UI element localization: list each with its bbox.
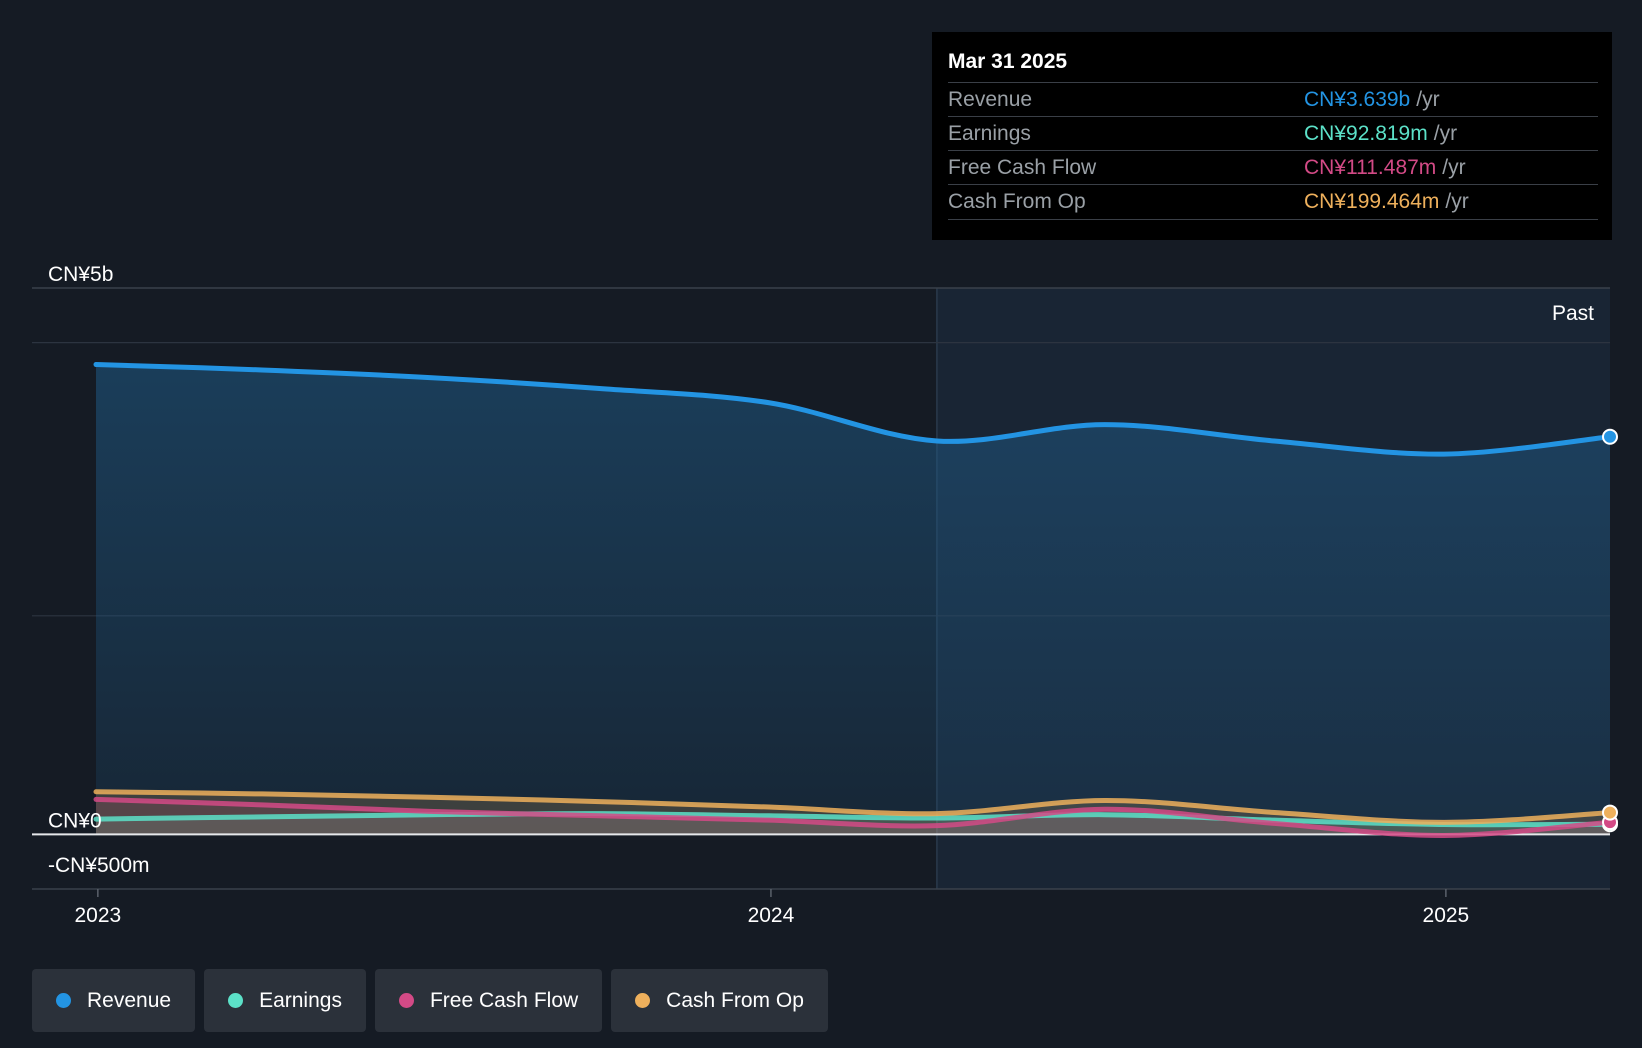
- tooltip-value: CN¥199.464m/yr: [1304, 185, 1469, 219]
- series-line-cash-from-op: [93, 789, 1613, 825]
- tooltip-label: Free Cash Flow: [948, 156, 1097, 179]
- tooltip-value: CN¥92.819m/yr: [1304, 117, 1457, 151]
- tooltip-value-text: CN¥111.487m: [1304, 156, 1437, 179]
- tooltip-row-cash-from-op: Cash From Op CN¥199.464m/yr: [948, 184, 1598, 220]
- past-label: Past: [1552, 302, 1594, 325]
- legend-item-earnings[interactable]: Earnings: [204, 969, 366, 1032]
- legend-dot-icon: [635, 993, 651, 1008]
- area-free-cash-flow: [96, 799, 1610, 836]
- tooltip-row-revenue: Revenue CN¥3.639b/yr: [948, 82, 1598, 117]
- tooltip-unit: /yr: [1442, 156, 1466, 179]
- legend-item-cash-from-op[interactable]: Cash From Op: [611, 969, 828, 1032]
- area-revenue: [96, 364, 1610, 835]
- x-tick-label: 2024: [748, 904, 795, 927]
- tooltip-unit: /yr: [1433, 122, 1458, 145]
- x-tick-label: 2025: [1423, 904, 1470, 927]
- legend-item-free-cash-flow[interactable]: Free Cash Flow: [374, 969, 603, 1032]
- series-line-revenue: [93, 361, 1613, 457]
- x-tick-label: 2023: [74, 904, 121, 927]
- legend-dot-icon: [228, 993, 244, 1008]
- y-tick-label: CN¥5b: [48, 263, 113, 286]
- tooltip-value: CN¥3.639b/yr: [1304, 83, 1440, 117]
- y-tick-label: CN¥0: [48, 809, 102, 832]
- tooltip-value-text: CN¥92.819m: [1304, 122, 1428, 145]
- tooltip-value: CN¥111.487m/yr: [1304, 151, 1466, 185]
- tooltip-value-text: CN¥199.464m: [1304, 190, 1440, 213]
- series-end-point-cash-from-op: [1602, 804, 1618, 821]
- legend-dot-icon: [56, 993, 71, 1008]
- tooltip-label: Cash From Op: [948, 190, 1086, 213]
- legend-label: Revenue: [87, 988, 172, 1012]
- tooltip-panel: Mar 31 2025 Revenue CN¥3.639b/yr Earning…: [932, 32, 1612, 240]
- tooltip-unit: /yr: [1445, 190, 1469, 213]
- series-line-earnings: [93, 811, 1613, 828]
- tooltip-label: Revenue: [948, 88, 1033, 111]
- chart-legend: Revenue Earnings Free Cash Flow Cash Fro…: [32, 969, 828, 1032]
- legend-label: Earnings: [259, 988, 342, 1012]
- legend-dot-icon: [398, 993, 414, 1008]
- legend-item-revenue[interactable]: Revenue: [32, 969, 196, 1032]
- y-tick-label: -CN¥500m: [48, 854, 150, 877]
- tooltip-label: Earnings: [948, 122, 1031, 145]
- legend-label: Free Cash Flow: [429, 988, 579, 1012]
- series-end-point-revenue: [1602, 428, 1618, 445]
- tooltip-date: Mar 31 2025: [948, 50, 1068, 73]
- series-line-free-cash-flow: [93, 796, 1613, 838]
- tooltip-unit: /yr: [1416, 88, 1440, 111]
- tooltip-value-text: CN¥3.639b: [1304, 88, 1411, 111]
- tooltip-row-free-cash-flow: Free Cash Flow CN¥111.487m/yr: [948, 150, 1598, 185]
- legend-label: Cash From Op: [666, 988, 804, 1012]
- tooltip-row-earnings: Earnings CN¥92.819m/yr: [948, 116, 1598, 151]
